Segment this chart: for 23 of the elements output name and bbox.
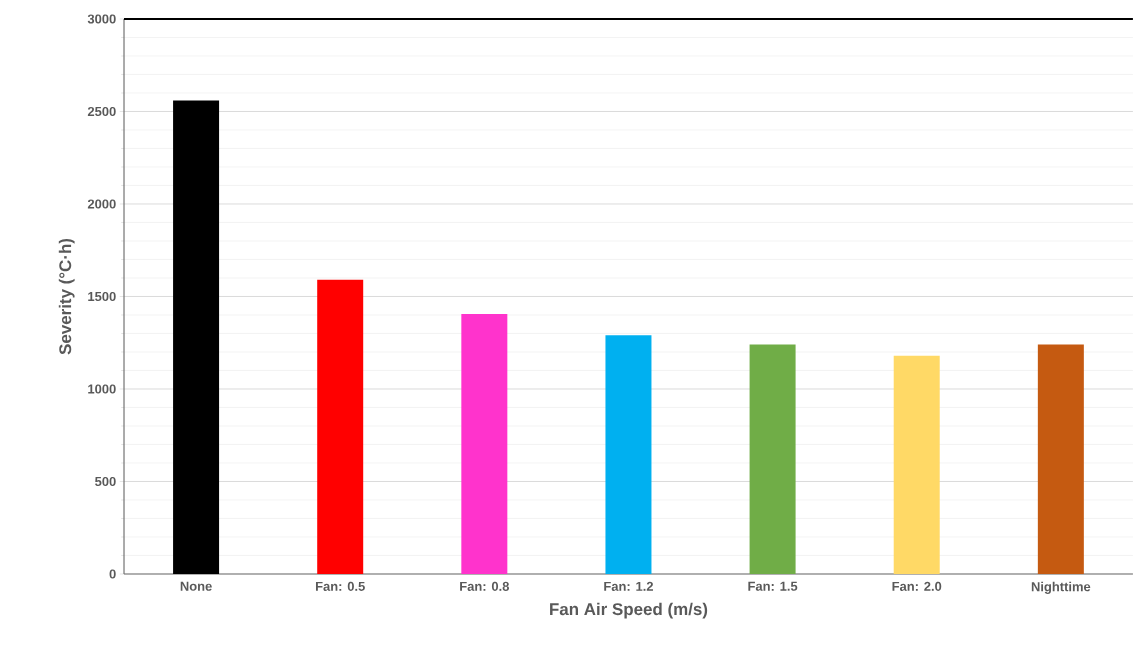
bar — [605, 335, 652, 574]
x-tick-label: Fan: 0.5 — [315, 581, 365, 591]
x-axis-title: Fan Air Speed (m/s) — [550, 602, 708, 619]
y-axis-title: Severity (°C·h) — [58, 238, 75, 355]
bar — [317, 279, 364, 574]
bar — [749, 344, 796, 574]
y-tick-label: 1500 — [88, 291, 116, 302]
bar — [1037, 344, 1084, 574]
x-tick-label: Fan: 2.0 — [892, 581, 942, 591]
y-tick-label: 2500 — [87, 106, 116, 117]
x-tick-label: Nighttime — [1031, 581, 1091, 594]
x-tick-label: None — [180, 581, 212, 591]
y-tick-label: 500 — [95, 476, 116, 487]
x-tick-label: Fan: 0.8 — [460, 581, 510, 591]
y-tick-label: 3000 — [87, 14, 116, 24]
y-tick-label: 2000 — [87, 199, 116, 209]
y-tick-label: 0 — [109, 569, 116, 579]
y-tick-label: 1000 — [88, 384, 116, 394]
bar — [173, 100, 220, 574]
bar — [461, 314, 508, 574]
x-tick-label: Fan: 1.5 — [748, 581, 798, 591]
x-tick-label: Fan: 1.2 — [604, 581, 654, 591]
bar — [893, 355, 940, 574]
